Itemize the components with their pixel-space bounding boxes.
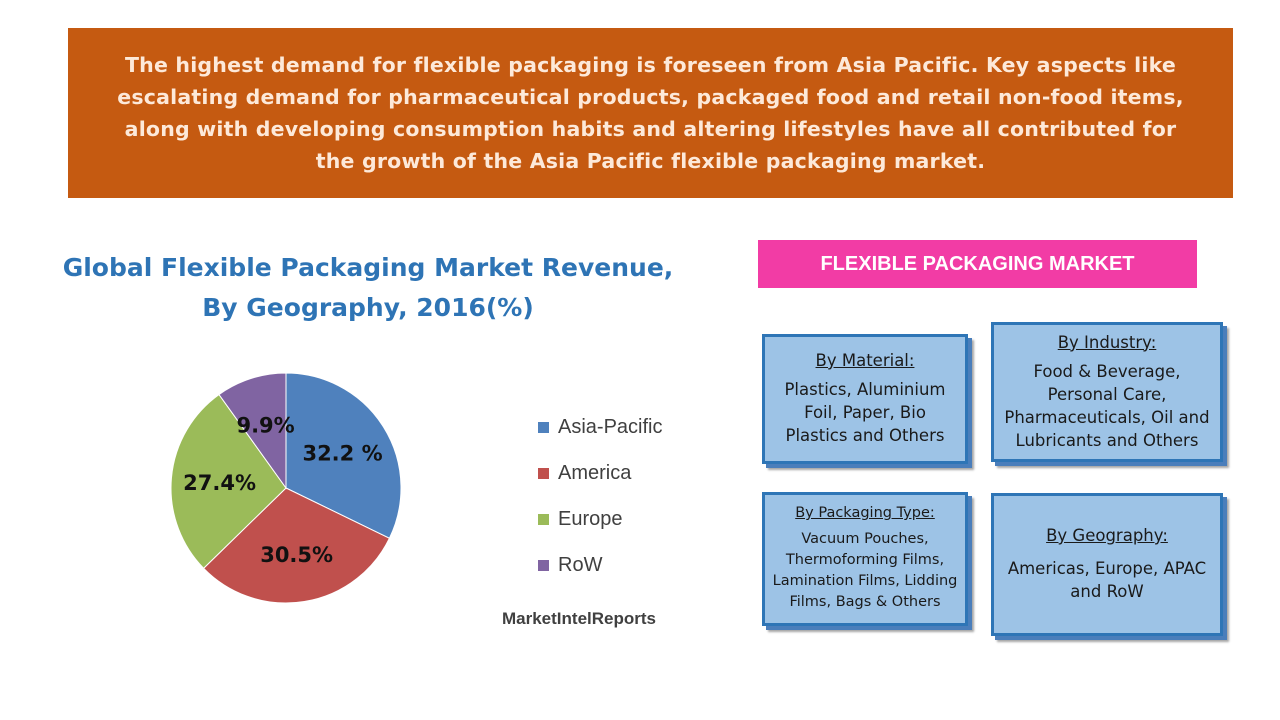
legend-label: RoW [558, 553, 603, 576]
chart-legend: Asia-Pacific America Europe RoW [538, 404, 662, 588]
data-label-america: 30.5% [260, 543, 333, 567]
legend-item-europe: Europe [538, 496, 662, 542]
segment-box-industry: By Industry: Food & Beverage, Personal C… [991, 322, 1223, 462]
legend-swatch [538, 513, 549, 525]
segment-box-material: By Material: Plastics, Aluminium Foil, P… [762, 334, 968, 464]
legend-item-america: America [538, 450, 662, 496]
segment-body: Vacuum Pouches, Thermoforming Films, Lam… [772, 531, 958, 610]
summary-text: The highest demand for flexible packagin… [117, 53, 1184, 173]
legend-item-row: RoW [538, 542, 662, 588]
segments-header: FLEXIBLE PACKAGING MARKET [758, 240, 1197, 288]
slice-america [202, 487, 391, 604]
legend-swatch [538, 467, 549, 479]
segment-title: By Packaging Type: [795, 505, 935, 521]
summary-banner: The highest demand for flexible packagin… [68, 28, 1233, 198]
legend-label: Europe [558, 507, 623, 530]
data-label-europe: 27.4% [183, 471, 256, 495]
segment-box-packaging-type: By Packaging Type: Vacuum Pouches, Therm… [762, 492, 968, 626]
segment-body: Americas, Europe, APAC and RoW [1007, 559, 1207, 601]
slice-europe [170, 393, 287, 569]
segment-box-geography: By Geography: Americas, Europe, APAC and… [991, 493, 1223, 636]
data-label-row: 9.9% [236, 414, 294, 438]
legend-label: America [558, 461, 632, 484]
segment-body: Plastics, Aluminium Foil, Paper, Bio Pla… [784, 380, 946, 445]
data-label-asia-pacific: 32.2 % [302, 442, 382, 466]
segment-body: Food & Beverage, Personal Care, Pharmace… [1004, 361, 1210, 450]
slice-asia-pacific [285, 372, 402, 539]
legend-item-asia-pacific: Asia-Pacific [538, 404, 662, 450]
legend-swatch [538, 421, 549, 433]
chart-title: Global Flexible Packaging Market Revenue… [62, 253, 674, 322]
chart-source: MarketIntelReports [502, 609, 656, 628]
segment-title: By Material: [815, 351, 915, 370]
slice-row [218, 372, 287, 490]
segment-title: By Geography: [1046, 526, 1168, 545]
pie-chart: 32.2 % 30.5% 27.4% 9.9% [170, 372, 402, 604]
segment-title: By Industry: [1057, 332, 1157, 352]
legend-label: Asia-Pacific [558, 415, 663, 438]
legend-swatch [538, 559, 549, 571]
